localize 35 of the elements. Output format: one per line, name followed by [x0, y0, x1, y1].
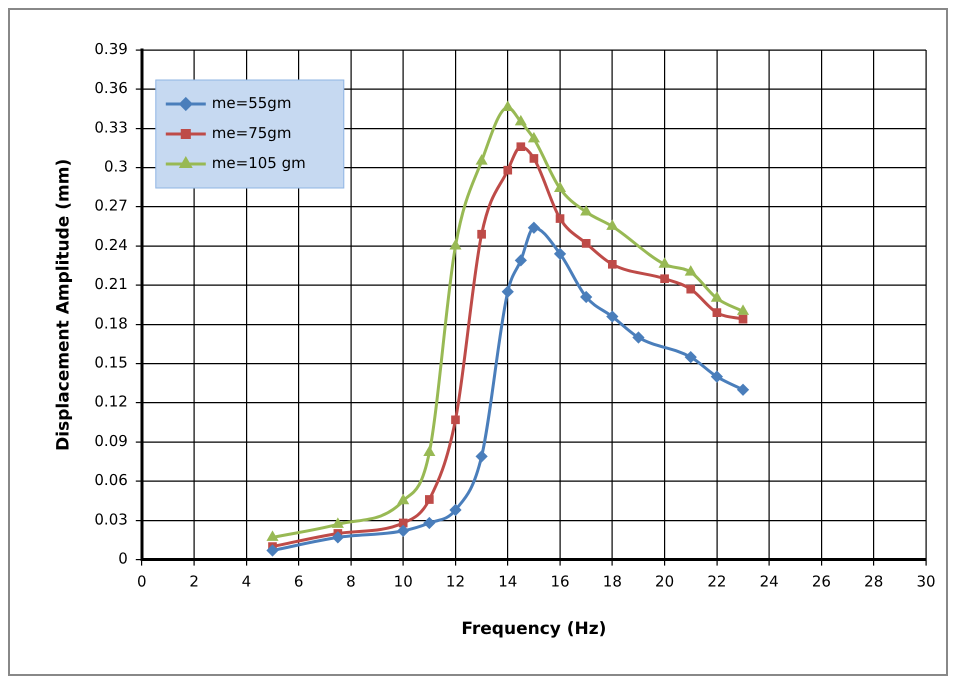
x-tick-label: 16 [550, 572, 570, 590]
y-tick-label: 0.12 [94, 392, 128, 411]
y-tick-label: 0.09 [94, 432, 128, 450]
legend-label: me=55gm [212, 94, 292, 112]
x-tick-label: 22 [707, 572, 726, 590]
x-tick-label: 14 [498, 572, 518, 590]
y-tick-label: 0.18 [94, 314, 128, 332]
x-tick-label: 4 [242, 572, 252, 590]
y-tick-label: 0.15 [94, 353, 128, 372]
y-tick-label: 0.36 [94, 79, 128, 98]
legend-label: me=75gm [212, 124, 292, 142]
x-tick-label: 24 [760, 572, 779, 590]
x-tick-label: 28 [864, 572, 884, 590]
x-tick-label: 20 [655, 572, 674, 590]
y-tick-label: 0.03 [94, 510, 128, 528]
x-tick-label: 26 [812, 572, 831, 590]
x-tick-label: 0 [137, 572, 147, 590]
y-tick-label: 0.39 [94, 40, 128, 58]
y-tick-label: 0.33 [94, 118, 128, 136]
x-tick-label: 6 [294, 572, 304, 590]
x-tick-label: 8 [346, 572, 356, 590]
y-tick-label: 0 [118, 549, 128, 568]
y-tick-label: 0.06 [94, 471, 128, 490]
x-axis-title: Frequency (Hz) [461, 619, 606, 640]
x-tick-label: 2 [189, 572, 199, 590]
y-tick-label: 0.3 [104, 157, 128, 176]
y-tick-label: 0.24 [94, 236, 128, 254]
y-axis-title: Displacement Amplitude (mm) [54, 158, 74, 451]
legend-label: me=105 gm [212, 154, 306, 172]
x-tick-label: 18 [602, 572, 622, 590]
x-tick-label: 10 [394, 572, 413, 590]
y-tick-label: 0.21 [94, 275, 128, 294]
x-tick-label: 30 [916, 572, 936, 590]
x-tick-label: 12 [446, 572, 466, 590]
y-tick-label: 0.27 [94, 196, 128, 215]
